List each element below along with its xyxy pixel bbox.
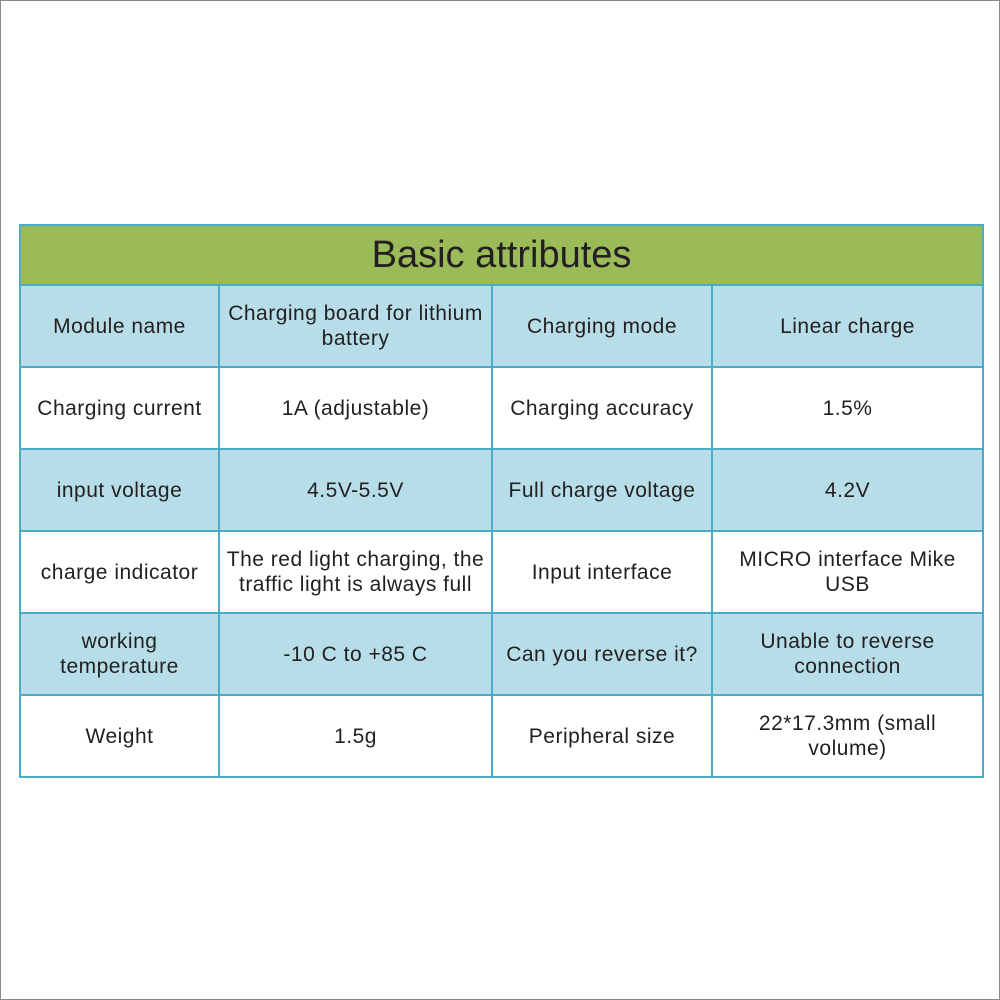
table-row: working temperature -10 C to +85 C Can you… [19, 612, 985, 696]
table-row: Module name Charging board for lithium ba… [19, 284, 985, 368]
attribute-label: Charging current [19, 366, 220, 450]
attribute-value: MICRO interface Mike USB [710, 530, 985, 614]
attribute-label: Input interface [491, 530, 713, 614]
attribute-label: Can you reverse it? [491, 612, 713, 696]
table-row: charge indicator The red light charging, … [19, 530, 985, 614]
table-title-row: Basic attributes [18, 224, 985, 286]
attribute-value: Unable to reverse connection [710, 612, 985, 696]
attribute-label: charge indicator [19, 530, 220, 614]
attribute-label: Charging mode [491, 284, 713, 368]
table-title: Basic attributes [18, 224, 985, 286]
attribute-label: input voltage [19, 448, 220, 532]
attribute-value: Linear charge [710, 284, 985, 368]
table-row: Weight 1.5g Peripheral size 22*17.3mm (smal… [19, 694, 985, 778]
attribute-label: Full charge voltage [491, 448, 713, 532]
attribute-label: Weight [19, 694, 220, 778]
attribute-value: The red light charging, the traffic ligh… [218, 530, 493, 614]
table-row: input voltage 4.5V-5.5V Full charge voltag… [19, 448, 985, 532]
attribute-value: 1A (adjustable) [218, 366, 493, 450]
attribute-value: -10 C to +85 C [218, 612, 493, 696]
attribute-label: Charging accuracy [491, 366, 713, 450]
attribute-value: 1.5g [218, 694, 493, 778]
attribute-value: 1.5% [710, 366, 985, 450]
attribute-label: working temperature [19, 612, 220, 696]
attribute-value: 4.2V [710, 448, 985, 532]
attribute-value: 22*17.3mm (small volume) [710, 694, 985, 778]
table-row: Charging current 1A (adjustable) Charging … [19, 366, 985, 450]
attributes-table: Basic attributes Module name Charging boa… [18, 224, 985, 778]
attribute-value: Charging board for lithium battery [218, 284, 493, 368]
attribute-label: Module name [19, 284, 220, 368]
attribute-label: Peripheral size [491, 694, 713, 778]
attribute-value: 4.5V-5.5V [218, 448, 493, 532]
